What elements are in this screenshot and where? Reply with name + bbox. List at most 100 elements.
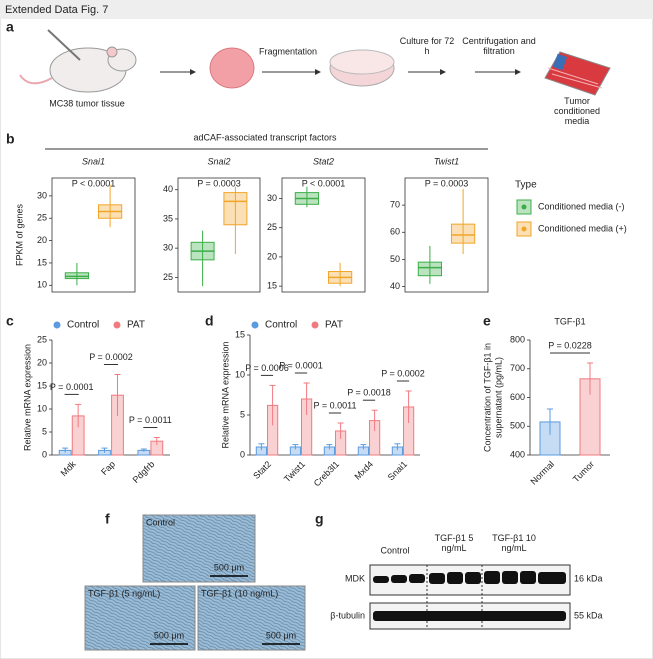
legend-label: Control bbox=[67, 320, 99, 331]
box bbox=[417, 261, 443, 277]
plot-frame bbox=[177, 177, 261, 293]
p-value: P = 0.0006 bbox=[245, 363, 289, 373]
legend-label: PAT bbox=[127, 320, 145, 331]
y-tick-label: 5 bbox=[42, 426, 47, 436]
blot-label: MDK bbox=[345, 573, 365, 583]
panel-b-header: adCAF-associated transcript factors bbox=[193, 132, 337, 142]
y-tick-label: 15 bbox=[37, 257, 47, 267]
y-tick-label: 15 bbox=[235, 329, 245, 339]
y-tick-label: 25 bbox=[37, 334, 47, 344]
y-tick-label: 15 bbox=[267, 281, 277, 291]
western-blot bbox=[369, 564, 571, 630]
y-axis-label: Relative mRNA expression bbox=[22, 344, 32, 451]
header-band bbox=[0, 0, 653, 19]
y-tick-label: 0 bbox=[42, 449, 47, 459]
y-tick-label: 60 bbox=[390, 227, 400, 237]
box bbox=[223, 192, 248, 226]
step-box: Centrifugation and filtration bbox=[462, 36, 536, 56]
y-tick-label: 30 bbox=[163, 243, 173, 253]
blot-size: 16 kDa bbox=[574, 573, 603, 583]
subplot-title: Stat2 bbox=[313, 156, 334, 166]
image-label: TGF-β1 (5 ng/mL) bbox=[88, 588, 160, 598]
legend-dot bbox=[521, 204, 527, 210]
lane-box: TGF-β1 10 ng/mL bbox=[492, 533, 536, 553]
scale-bar-label: 500 μm bbox=[154, 630, 184, 640]
figure-title: Extended Data Fig. 7 bbox=[5, 4, 108, 16]
y-tick-label: 40 bbox=[390, 281, 400, 291]
panel-letter: f bbox=[105, 511, 110, 527]
plot-frame bbox=[51, 177, 136, 293]
p-value: P = 0.0018 bbox=[347, 388, 391, 398]
image-label: Control bbox=[146, 517, 175, 527]
step-label: Tumor conditioned media bbox=[553, 96, 601, 126]
image-label: TGF-β1 (10 ng/mL) bbox=[201, 588, 278, 598]
legend-label: PAT bbox=[325, 320, 343, 331]
y-tick-label: 5 bbox=[240, 409, 245, 419]
y-axis-label: FPKM of genes bbox=[14, 203, 24, 266]
y-tick-label: 10 bbox=[235, 369, 245, 379]
legend-label: Conditioned media (+) bbox=[538, 223, 627, 233]
legend-dot bbox=[113, 321, 121, 329]
y-axis-label-box: Concentration of TGF-β1 in supernatant (… bbox=[482, 342, 503, 453]
blot-size: 55 kDa bbox=[574, 610, 603, 620]
step-label: Culture for 72 h bbox=[399, 36, 455, 56]
lane-label: TGF-β1 5 ng/mL bbox=[434, 533, 474, 553]
y-tick-label: 400 bbox=[510, 449, 525, 459]
subplot-title: Twist1 bbox=[434, 156, 459, 166]
y-tick-label: 25 bbox=[37, 213, 47, 223]
y-tick-label: 70 bbox=[390, 200, 400, 210]
y-tick-label: 40 bbox=[163, 184, 173, 194]
legend-dot bbox=[311, 321, 319, 329]
y-tick-label: 25 bbox=[163, 272, 173, 282]
legend-dot bbox=[53, 321, 61, 329]
y-tick-label: 700 bbox=[510, 363, 525, 373]
subplot-title: Snai1 bbox=[82, 156, 105, 166]
y-tick-label: 10 bbox=[37, 403, 47, 413]
y-tick-label: 25 bbox=[267, 222, 277, 232]
p-value: P = 0.0001 bbox=[50, 382, 94, 392]
step-label: Centrifugation and filtration bbox=[462, 36, 536, 56]
y-tick-label: 500 bbox=[510, 421, 525, 431]
chart-title: TGF-β1 bbox=[554, 316, 585, 326]
p-value: P < 0.0001 bbox=[72, 178, 116, 188]
y-tick-label: 600 bbox=[510, 392, 525, 402]
p-value: P = 0.0011 bbox=[314, 400, 357, 410]
legend-dot bbox=[251, 321, 259, 329]
y-tick-label: 20 bbox=[37, 235, 47, 245]
panel-letter: b bbox=[6, 131, 15, 147]
legend-title: Type bbox=[515, 180, 537, 191]
y-tick-label: 0 bbox=[240, 449, 245, 459]
y-tick-label: 800 bbox=[510, 334, 525, 344]
box bbox=[450, 223, 476, 244]
y-tick-label: 50 bbox=[390, 254, 400, 264]
panel-letter: g bbox=[315, 511, 324, 527]
panel-letter: a bbox=[6, 19, 14, 35]
legend-dot bbox=[521, 226, 527, 232]
plot-frame bbox=[404, 177, 489, 293]
panel-a-art bbox=[19, 29, 611, 96]
step-label: MC38 tumor tissue bbox=[49, 98, 125, 108]
y-axis-label: Concentration of TGF-β1 in supernatant (… bbox=[482, 342, 503, 453]
lane-label: TGF-β1 10 ng/mL bbox=[492, 533, 536, 553]
subplot-title: Snai2 bbox=[207, 156, 230, 166]
y-tick-label: 10 bbox=[37, 280, 47, 290]
p-value: P = 0.0228 bbox=[548, 340, 592, 350]
y-tick-label: 30 bbox=[267, 193, 277, 203]
p-value: P = 0.0003 bbox=[197, 178, 241, 188]
lane-box: TGF-β1 5 ng/mL bbox=[434, 533, 474, 553]
p-value: P < 0.0001 bbox=[302, 178, 346, 188]
panel-letter: d bbox=[205, 313, 214, 329]
p-value: P = 0.0002 bbox=[89, 352, 133, 362]
lane-label: Control bbox=[380, 545, 409, 555]
legend-label: Conditioned media (-) bbox=[538, 201, 625, 211]
panel-letter: c bbox=[6, 313, 14, 329]
legend-label: Control bbox=[265, 320, 297, 331]
y-tick-label: 20 bbox=[37, 357, 47, 367]
y-tick-label: 20 bbox=[267, 251, 277, 261]
p-value: P = 0.0003 bbox=[425, 178, 469, 188]
panel-letter: e bbox=[483, 313, 491, 329]
p-value: P = 0.0011 bbox=[129, 415, 172, 425]
micrographs bbox=[84, 514, 306, 651]
y-axis-label: Relative mRNA expression bbox=[220, 341, 230, 448]
